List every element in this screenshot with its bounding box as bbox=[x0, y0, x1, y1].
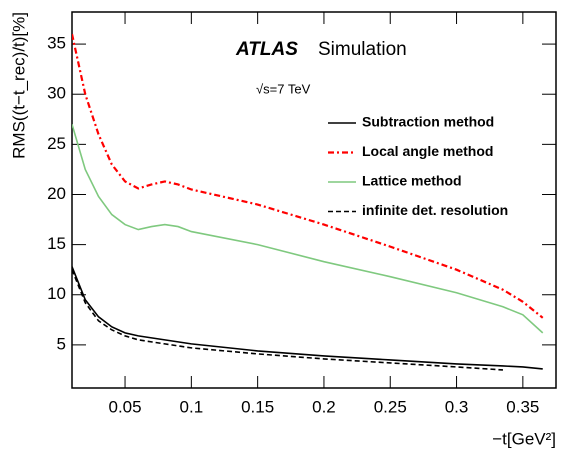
legend-label: infinite det. resolution bbox=[362, 202, 508, 218]
energy-label: √s=7 TeV bbox=[256, 81, 311, 96]
x-tick-label: 0.35 bbox=[506, 397, 539, 416]
series-line bbox=[72, 266, 543, 370]
y-tick-label: 30 bbox=[47, 84, 66, 103]
y-tick-label: 5 bbox=[57, 334, 66, 353]
x-tick-label: 0.3 bbox=[445, 397, 469, 416]
x-axis-label: −t[GeV²] bbox=[492, 429, 556, 448]
legend-label: Subtraction method bbox=[362, 114, 494, 130]
y-tick-label: 25 bbox=[47, 134, 66, 153]
y-axis-label: RMS((t−t_rec)/t)[%] bbox=[9, 12, 28, 159]
experiment-label: ATLAS bbox=[235, 39, 298, 60]
legend-label: Local angle method bbox=[362, 143, 493, 159]
x-tick-label: 0.25 bbox=[374, 397, 407, 416]
y-tick-label: 20 bbox=[47, 184, 66, 203]
legend-label: Lattice method bbox=[362, 173, 462, 189]
y-tick-label: 15 bbox=[47, 234, 66, 253]
series-line bbox=[72, 124, 544, 334]
x-tick-label: 0.2 bbox=[312, 397, 336, 416]
x-tick-label: 0.15 bbox=[241, 397, 274, 416]
y-tick-label: 35 bbox=[47, 34, 66, 53]
series-line bbox=[72, 33, 544, 319]
y-tick-label: 10 bbox=[47, 284, 66, 303]
plot-frame bbox=[71, 11, 557, 389]
x-tick-label: 0.05 bbox=[108, 397, 141, 416]
series-line bbox=[72, 269, 504, 371]
x-tick-label: 0.1 bbox=[180, 397, 204, 416]
simulation-label: Simulation bbox=[318, 39, 407, 60]
